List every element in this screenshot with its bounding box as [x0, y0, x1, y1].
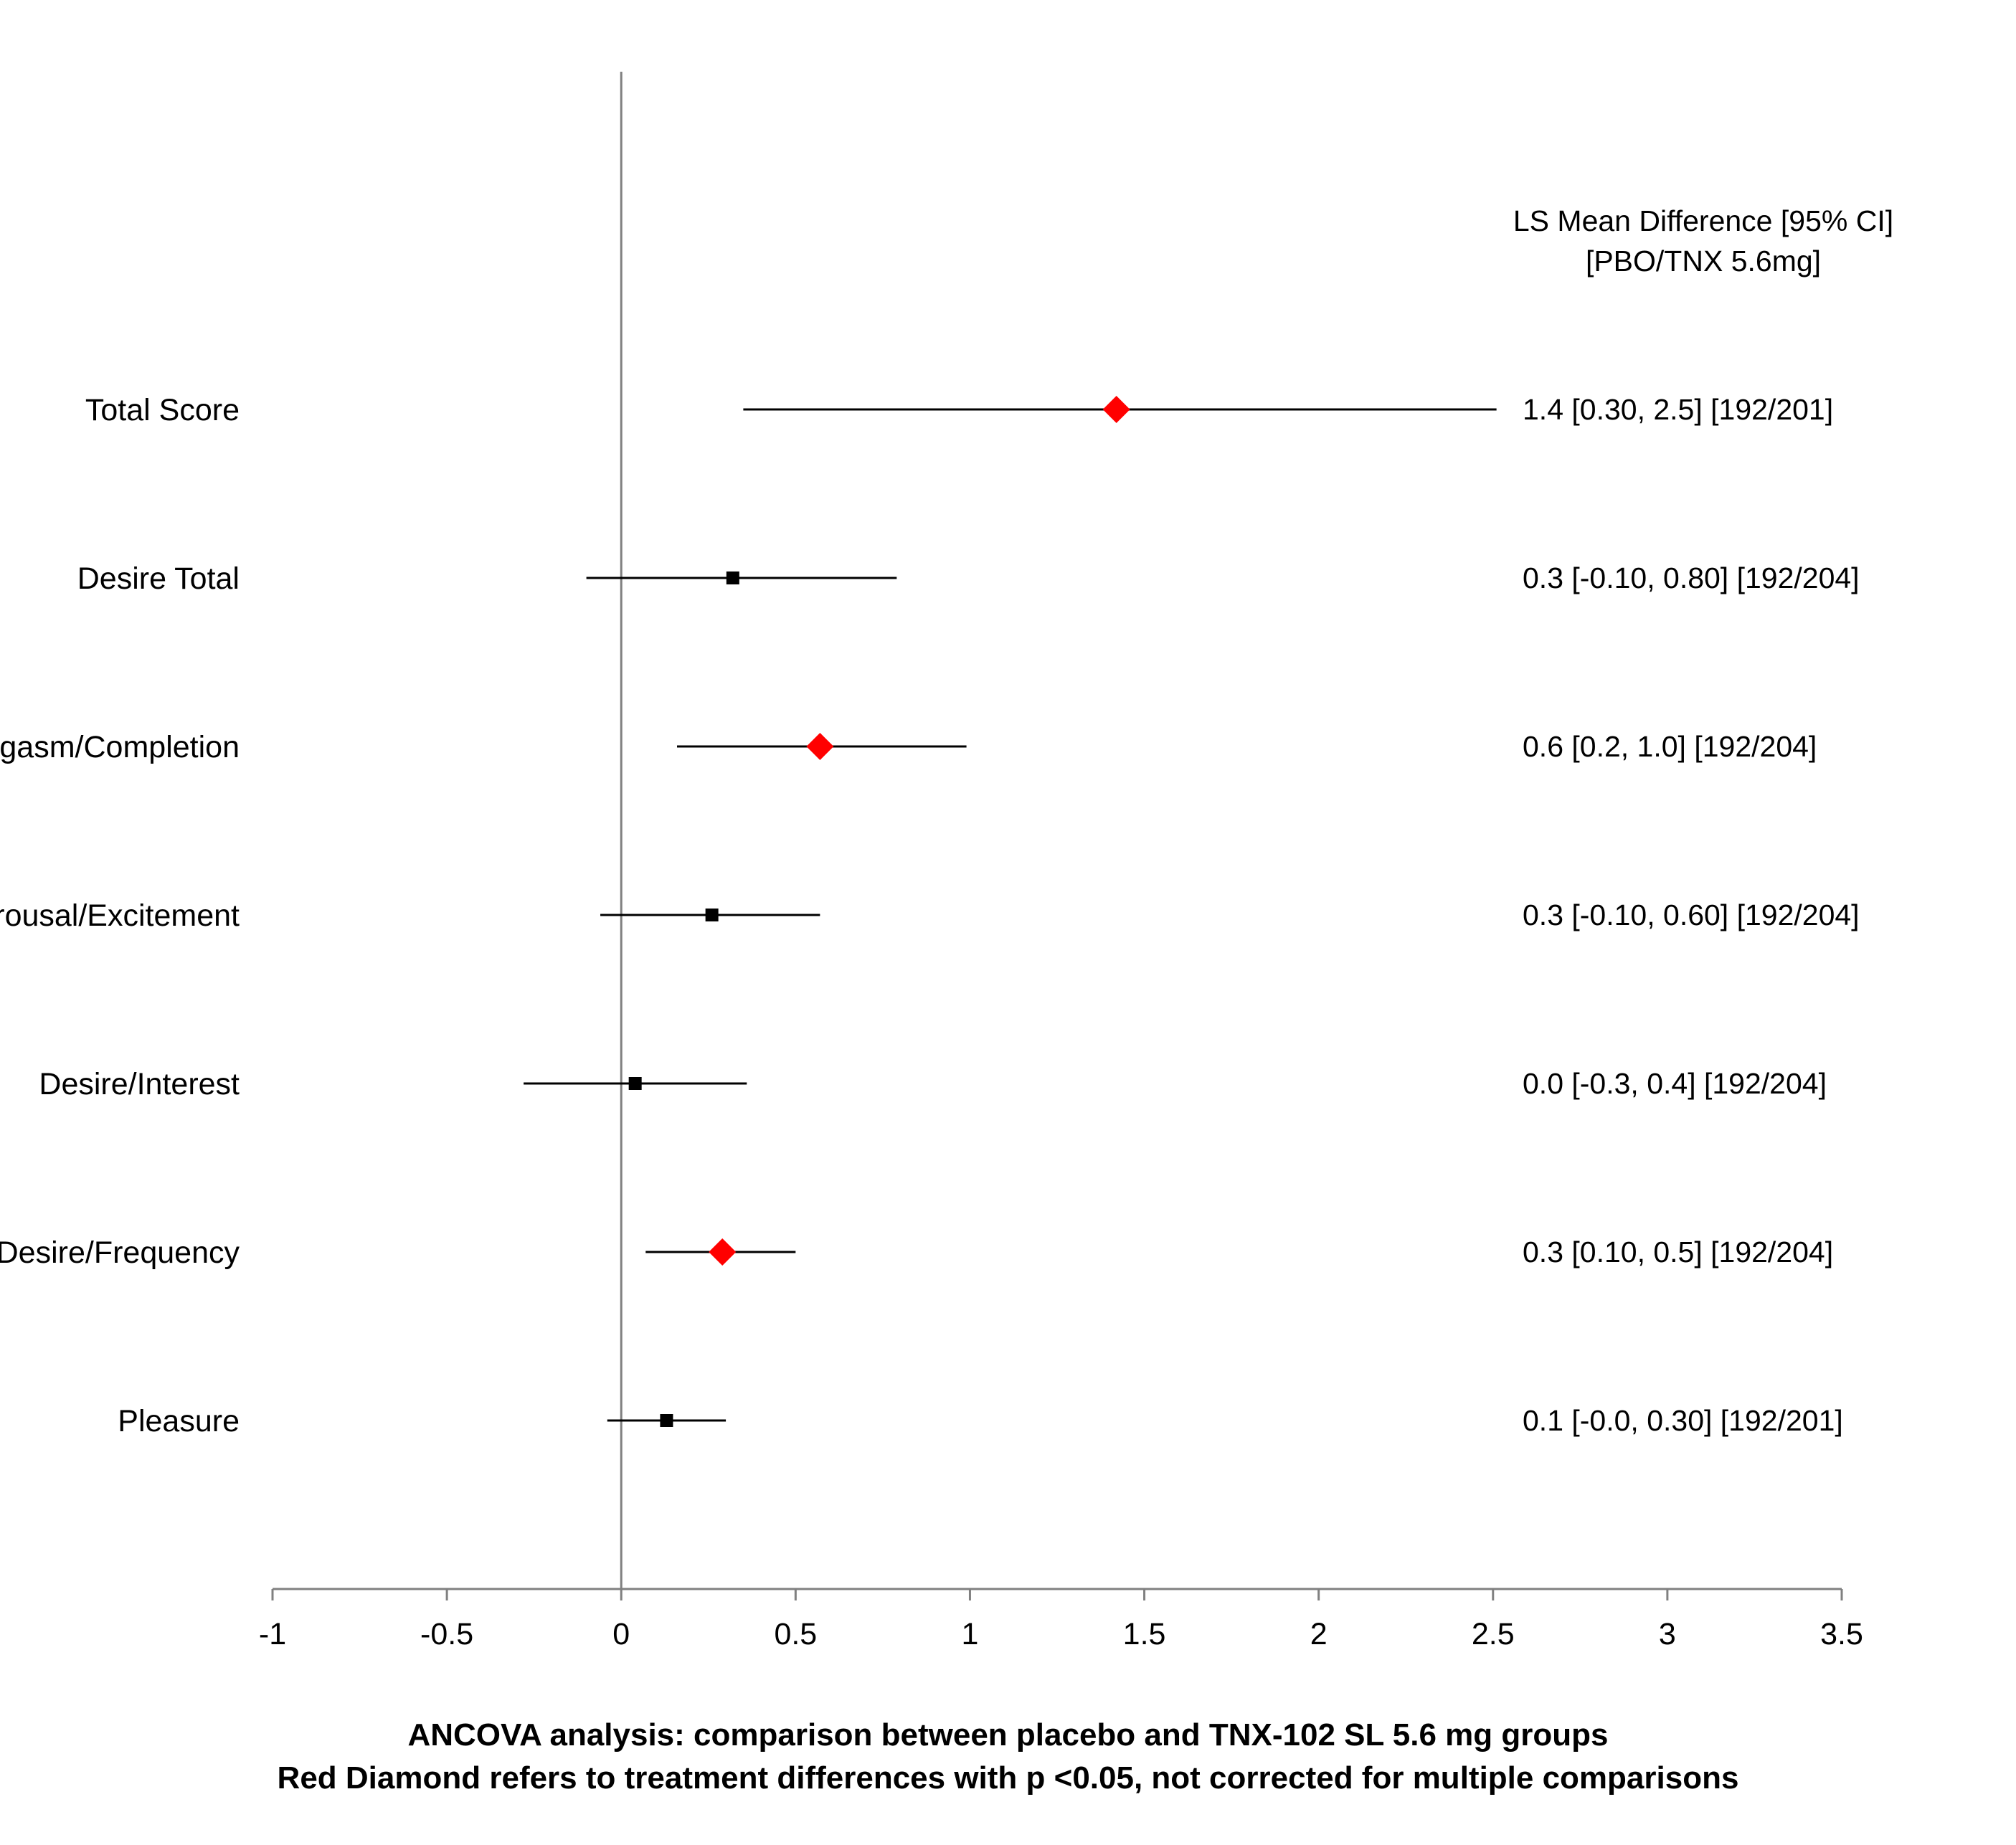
x-tick-label: -0.5 [420, 1617, 473, 1651]
estimate-square-marker [705, 909, 719, 921]
x-tick-label: 2 [1310, 1617, 1328, 1651]
row-annotation: 0.3 [0.10, 0.5] [192/204] [1523, 1235, 1833, 1268]
annotation-header-line-2: [PBO/TNX 5.6mg] [1586, 245, 1821, 278]
x-tick-label: 3.5 [1820, 1617, 1863, 1651]
row-annotation: 0.1 [-0.0, 0.30] [192/201] [1523, 1404, 1843, 1437]
row-label: Desire Total [77, 561, 240, 596]
annotation-header-line-1: LS Mean Difference [95% CI] [1513, 204, 1893, 237]
x-tick-label: -1 [259, 1617, 286, 1651]
row-label: Pleasure [118, 1404, 240, 1438]
x-tick-label: 1 [961, 1617, 978, 1651]
x-tick-label: 1.5 [1123, 1617, 1166, 1651]
row-annotation: 0.3 [-0.10, 0.80] [192/204] [1523, 561, 1860, 594]
footnote-line-2: Red Diamond refers to treatment differen… [277, 1760, 1739, 1796]
estimate-diamond-marker [806, 733, 834, 760]
row-annotation: 0.0 [-0.3, 0.4] [192/204] [1523, 1067, 1827, 1100]
estimate-square-marker [726, 571, 739, 584]
row-label: Orgasm/Completion [0, 730, 240, 764]
row-annotation: 0.3 [-0.10, 0.60] [192/204] [1523, 898, 1860, 931]
forest-row: Desire Total 0.3 [-0.10, 0.80] [192/204] [77, 561, 1860, 596]
forest-row: Total Score 1.4 [0.30, 2.5] [192/201] [85, 393, 1833, 427]
x-tick-label: 2.5 [1472, 1617, 1515, 1651]
forest-row: Desire/Frequency 0.3 [0.10, 0.5] [192/204… [0, 1235, 1833, 1270]
row-annotation: 0.6 [0.2, 1.0] [192/204] [1523, 730, 1817, 763]
forest-row: Orgasm/Completion 0.6 [0.2, 1.0] [192/204… [0, 730, 1817, 764]
row-annotation: 1.4 [0.30, 2.5] [192/201] [1523, 393, 1833, 426]
estimate-square-marker [660, 1414, 673, 1427]
row-label: Desire/Interest [39, 1067, 240, 1101]
x-tick-label: 3 [1659, 1617, 1676, 1651]
row-label: Arousal/Excitement [0, 898, 240, 933]
footnote-line-1: ANCOVA analysis: comparison between plac… [407, 1717, 1609, 1752]
row-label: Total Score [85, 393, 240, 427]
forest-row: Arousal/Excitement 0.3 [-0.10, 0.60] [192… [0, 898, 1860, 933]
row-label: Desire/Frequency [0, 1235, 240, 1270]
x-tick-label: 0 [612, 1617, 630, 1651]
forest-row: Desire/Interest 0.0 [-0.3, 0.4] [192/204] [39, 1067, 1827, 1101]
estimate-diamond-marker [709, 1238, 737, 1266]
forest-row: Pleasure 0.1 [-0.0, 0.30] [192/201] [118, 1404, 1843, 1438]
estimate-square-marker [628, 1077, 642, 1090]
x-tick-label: 0.5 [774, 1617, 817, 1651]
estimate-diamond-marker [1102, 396, 1130, 423]
